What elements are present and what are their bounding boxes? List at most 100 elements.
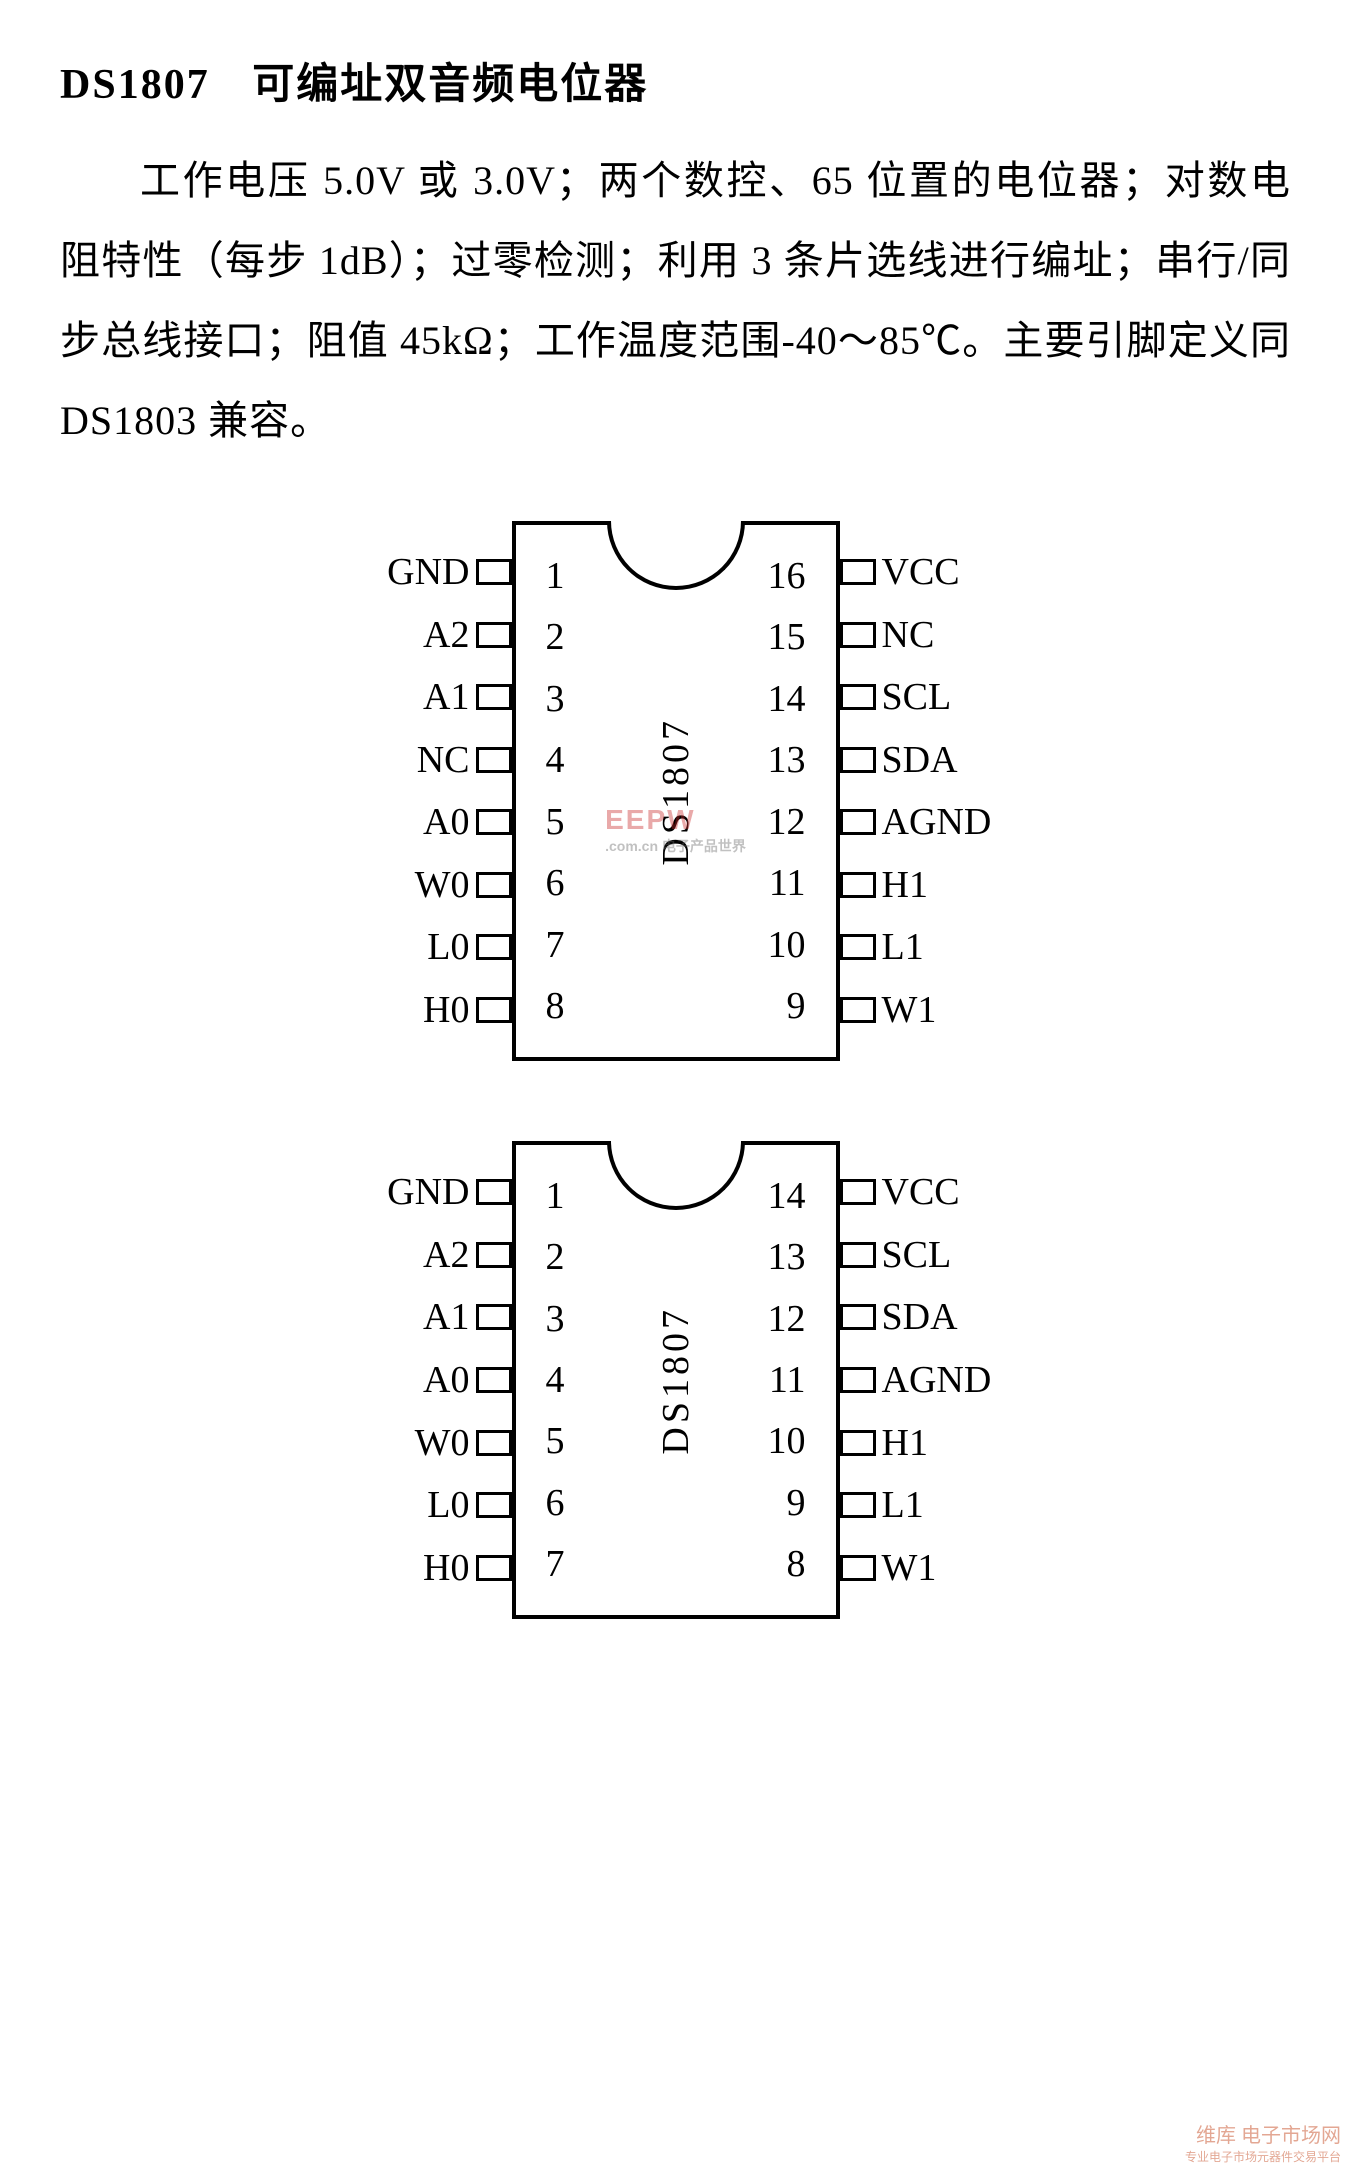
pin-row: A2 (340, 1224, 512, 1286)
pin-stub-icon (840, 747, 876, 773)
pin-label: W1 (882, 988, 1012, 1032)
pin-label: A0 (340, 1358, 470, 1402)
pin-label: SCL (882, 675, 1012, 719)
pin-label: W0 (340, 863, 470, 907)
pin-row: H0 (340, 979, 512, 1041)
pin-stub-icon (840, 622, 876, 648)
pin-row: GND (340, 541, 512, 603)
pin-row: A0 (340, 791, 512, 853)
pin-label: W1 (882, 1546, 1012, 1590)
pin-label: H0 (340, 988, 470, 1032)
pin-number: 1 (546, 545, 596, 607)
chip-body-16: 12345678 DS1807 EEPW .com.cn 电子产品世界 1615… (512, 521, 840, 1061)
footer-watermark: 维库 电子市场网 专业电子市场元器件交易平台 (1185, 2119, 1341, 2165)
pin-number: 4 (546, 730, 596, 792)
pin-row: A0 (340, 1349, 512, 1411)
pin-label: H0 (340, 1546, 470, 1590)
pin-number: 15 (756, 607, 806, 669)
description-text: 工作电压 5.0V 或 3.0V；两个数控、65 位置的电位器；对数电阻特性（每… (60, 141, 1291, 461)
pin-row: L1 (840, 916, 1012, 978)
pin-number: 5 (546, 1411, 596, 1472)
pin-stub-icon (476, 1304, 512, 1330)
pin-stub-icon (476, 1242, 512, 1268)
pin-stub-icon (840, 1492, 876, 1518)
pin-label: A2 (340, 613, 470, 657)
pin-row: GND (340, 1161, 512, 1223)
pin-label: A1 (340, 1295, 470, 1339)
left-pin-labels: GNDA2 A1 A0 W0 L0 H0 (340, 1141, 512, 1619)
footer-wm-main: 维库 电子市场网 (1196, 2125, 1341, 2147)
chip-diagram-14pin: GNDA2 A1 A0 W0 L0 H0 1234567 DS1807 141312111… (60, 1141, 1291, 1619)
pin-row: H0 (340, 1537, 512, 1599)
pin-row: VCC (840, 541, 1012, 603)
pin-label: H1 (882, 1421, 1012, 1465)
pin-stub-icon (840, 997, 876, 1023)
pin-stub-icon (476, 1555, 512, 1581)
part-title: 可编址双音频电位器 (252, 62, 648, 108)
chip-body-14: 1234567 DS1807 141312111098 (512, 1141, 840, 1619)
pin-label: L0 (340, 1483, 470, 1527)
pin-stub-icon (476, 684, 512, 710)
pin-row: SCL (840, 666, 1012, 728)
pin-stub-icon (476, 809, 512, 835)
pin-number: 10 (756, 914, 806, 976)
pin-number: 2 (546, 1226, 596, 1287)
pin-stub-icon (476, 872, 512, 898)
pin-row: H1 (840, 1412, 1012, 1474)
pin-number: 14 (756, 1165, 806, 1226)
pin-stub-icon (840, 1304, 876, 1330)
pin-stub-icon (476, 559, 512, 585)
left-pin-numbers: 1234567 (546, 1165, 596, 1595)
pin-label: NC (340, 738, 470, 782)
pin-row: W1 (840, 979, 1012, 1041)
pin-stub-icon (476, 747, 512, 773)
pin-row: NC (340, 729, 512, 791)
footer-wm-sub: 专业电子市场元器件交易平台 (1185, 2148, 1341, 2165)
pin-number: 11 (756, 853, 806, 915)
pin-row: VCC (840, 1161, 1012, 1223)
pin-label: AGND (882, 800, 1012, 844)
pin-label: SCL (882, 1233, 1012, 1277)
pin-label: A0 (340, 800, 470, 844)
right-pin-numbers: 141312111098 (756, 1165, 806, 1595)
pin-stub-icon (840, 684, 876, 710)
pin-stub-icon (840, 934, 876, 960)
chip-diagram-16pin: GNDA2A1NCA0W0L0H0 12345678 DS1807 EEPW .… (60, 521, 1291, 1061)
pin-label: H1 (882, 863, 1012, 907)
pin-row: W0 (340, 854, 512, 916)
pin-label: GND (340, 550, 470, 594)
pin-row: SCL (840, 1224, 1012, 1286)
pin-label: W0 (340, 1421, 470, 1465)
pin-number: 13 (756, 1226, 806, 1287)
right-pin-labels: VCCNCSCLSDAAGNDH1L1W1 (840, 521, 1012, 1061)
pin-number: 16 (756, 545, 806, 607)
pin-label: A1 (340, 675, 470, 719)
document-header: DS1807 可编址双音频电位器 (60, 50, 1291, 111)
pin-number: 1 (546, 1165, 596, 1226)
pin-number: 14 (756, 668, 806, 730)
pin-label: L0 (340, 925, 470, 969)
pin-row: SDA (840, 1286, 1012, 1348)
pin-row: NC (840, 604, 1012, 666)
pin-row: W1 (840, 1537, 1012, 1599)
pin-number: 7 (546, 914, 596, 976)
pin-row: AGND (840, 1349, 1012, 1411)
pin-stub-icon (476, 1430, 512, 1456)
pin-number: 10 (756, 1411, 806, 1472)
pin-row: W0 (340, 1412, 512, 1474)
pin-number: 9 (756, 976, 806, 1038)
pin-number: 2 (546, 607, 596, 669)
pin-row: A1 (340, 666, 512, 728)
pin-stub-icon (840, 872, 876, 898)
pin-stub-icon (840, 809, 876, 835)
pin-stub-icon (476, 934, 512, 960)
right-pin-numbers: 161514131211109 (756, 545, 806, 1037)
pin-label: VCC (882, 1170, 1012, 1214)
left-pin-numbers: 12345678 (546, 545, 596, 1037)
pin-row: H1 (840, 854, 1012, 916)
chip-name-label: DS1807 (654, 1306, 698, 1455)
pin-number: 9 (756, 1472, 806, 1533)
pin-stub-icon (476, 1492, 512, 1518)
pin-stub-icon (476, 1179, 512, 1205)
pin-number: 12 (756, 1288, 806, 1349)
